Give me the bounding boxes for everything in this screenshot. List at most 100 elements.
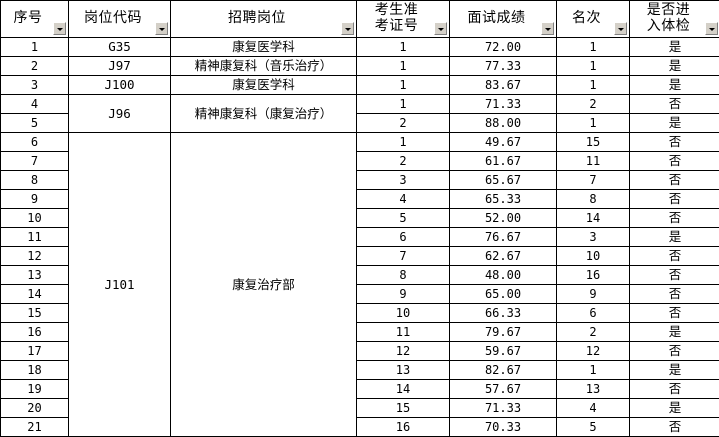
- cell-seq[interactable]: 9: [1, 190, 69, 209]
- cell-pass[interactable]: 否: [630, 418, 719, 437]
- filter-dropdown-button-post[interactable]: [341, 22, 354, 35]
- cell-seq[interactable]: 11: [1, 228, 69, 247]
- cell-post[interactable]: 精神康复科（康复治疗）: [171, 95, 357, 133]
- cell-pass[interactable]: 是: [630, 114, 719, 133]
- cell-code[interactable]: J96: [69, 95, 171, 133]
- cell-score[interactable]: 71.33: [450, 95, 557, 114]
- cell-seq[interactable]: 19: [1, 380, 69, 399]
- cell-score[interactable]: 65.67: [450, 171, 557, 190]
- cell-score[interactable]: 88.00: [450, 114, 557, 133]
- cell-exam[interactable]: 14: [357, 380, 450, 399]
- cell-seq[interactable]: 8: [1, 171, 69, 190]
- cell-seq[interactable]: 2: [1, 57, 69, 76]
- cell-exam[interactable]: 1: [357, 76, 450, 95]
- cell-seq[interactable]: 6: [1, 133, 69, 152]
- cell-pass[interactable]: 否: [630, 171, 719, 190]
- filter-dropdown-button-seq[interactable]: [53, 22, 66, 35]
- cell-exam[interactable]: 15: [357, 399, 450, 418]
- cell-post[interactable]: 精神康复科（音乐治疗）: [171, 57, 357, 76]
- cell-exam[interactable]: 2: [357, 152, 450, 171]
- cell-seq[interactable]: 18: [1, 361, 69, 380]
- cell-seq[interactable]: 20: [1, 399, 69, 418]
- cell-exam[interactable]: 4: [357, 190, 450, 209]
- cell-code[interactable]: J97: [69, 57, 171, 76]
- cell-exam[interactable]: 10: [357, 304, 450, 323]
- cell-exam[interactable]: 12: [357, 342, 450, 361]
- cell-score[interactable]: 70.33: [450, 418, 557, 437]
- cell-score[interactable]: 66.33: [450, 304, 557, 323]
- cell-code[interactable]: J100: [69, 76, 171, 95]
- cell-rank[interactable]: 2: [557, 323, 630, 342]
- cell-seq[interactable]: 10: [1, 209, 69, 228]
- cell-seq[interactable]: 13: [1, 266, 69, 285]
- cell-score[interactable]: 72.00: [450, 38, 557, 57]
- cell-post[interactable]: 康复医学科: [171, 76, 357, 95]
- cell-rank[interactable]: 5: [557, 418, 630, 437]
- cell-pass[interactable]: 否: [630, 95, 719, 114]
- cell-score[interactable]: 65.00: [450, 285, 557, 304]
- cell-seq[interactable]: 7: [1, 152, 69, 171]
- cell-rank[interactable]: 1: [557, 76, 630, 95]
- cell-score[interactable]: 83.67: [450, 76, 557, 95]
- cell-exam[interactable]: 8: [357, 266, 450, 285]
- cell-exam[interactable]: 1: [357, 38, 450, 57]
- filter-dropdown-button-exam[interactable]: [434, 22, 447, 35]
- cell-pass[interactable]: 否: [630, 209, 719, 228]
- cell-pass[interactable]: 是: [630, 76, 719, 95]
- cell-exam[interactable]: 5: [357, 209, 450, 228]
- cell-score[interactable]: 59.67: [450, 342, 557, 361]
- cell-pass[interactable]: 是: [630, 399, 719, 418]
- cell-seq[interactable]: 17: [1, 342, 69, 361]
- cell-score[interactable]: 76.67: [450, 228, 557, 247]
- filter-dropdown-button-rank[interactable]: [614, 22, 627, 35]
- cell-rank[interactable]: 15: [557, 133, 630, 152]
- cell-exam[interactable]: 1: [357, 133, 450, 152]
- cell-exam[interactable]: 11: [357, 323, 450, 342]
- cell-score[interactable]: 48.00: [450, 266, 557, 285]
- cell-score[interactable]: 79.67: [450, 323, 557, 342]
- cell-rank[interactable]: 11: [557, 152, 630, 171]
- cell-pass[interactable]: 否: [630, 266, 719, 285]
- cell-rank[interactable]: 6: [557, 304, 630, 323]
- cell-pass[interactable]: 否: [630, 304, 719, 323]
- cell-rank[interactable]: 1: [557, 114, 630, 133]
- cell-pass[interactable]: 否: [630, 152, 719, 171]
- cell-rank[interactable]: 12: [557, 342, 630, 361]
- cell-score[interactable]: 82.67: [450, 361, 557, 380]
- cell-pass[interactable]: 是: [630, 57, 719, 76]
- cell-rank[interactable]: 7: [557, 171, 630, 190]
- cell-exam[interactable]: 6: [357, 228, 450, 247]
- cell-pass[interactable]: 否: [630, 133, 719, 152]
- cell-score[interactable]: 62.67: [450, 247, 557, 266]
- cell-pass[interactable]: 否: [630, 247, 719, 266]
- cell-pass[interactable]: 否: [630, 190, 719, 209]
- cell-exam[interactable]: 13: [357, 361, 450, 380]
- cell-seq[interactable]: 4: [1, 95, 69, 114]
- cell-rank[interactable]: 1: [557, 361, 630, 380]
- cell-score[interactable]: 49.67: [450, 133, 557, 152]
- cell-rank[interactable]: 2: [557, 95, 630, 114]
- filter-dropdown-button-score[interactable]: [541, 22, 554, 35]
- cell-code[interactable]: G35: [69, 38, 171, 57]
- cell-seq[interactable]: 3: [1, 76, 69, 95]
- cell-pass[interactable]: 是: [630, 38, 719, 57]
- cell-rank[interactable]: 9: [557, 285, 630, 304]
- cell-seq[interactable]: 5: [1, 114, 69, 133]
- cell-exam[interactable]: 1: [357, 57, 450, 76]
- cell-rank[interactable]: 16: [557, 266, 630, 285]
- cell-seq[interactable]: 12: [1, 247, 69, 266]
- filter-dropdown-button-pass[interactable]: [705, 22, 718, 35]
- cell-score[interactable]: 65.33: [450, 190, 557, 209]
- cell-pass[interactable]: 是: [630, 228, 719, 247]
- cell-score[interactable]: 57.67: [450, 380, 557, 399]
- cell-rank[interactable]: 10: [557, 247, 630, 266]
- cell-post[interactable]: 康复治疗部: [171, 133, 357, 437]
- cell-seq[interactable]: 14: [1, 285, 69, 304]
- cell-pass[interactable]: 是: [630, 323, 719, 342]
- cell-post[interactable]: 康复医学科: [171, 38, 357, 57]
- filter-dropdown-button-code[interactable]: [155, 22, 168, 35]
- cell-rank[interactable]: 1: [557, 57, 630, 76]
- cell-rank[interactable]: 14: [557, 209, 630, 228]
- cell-exam[interactable]: 2: [357, 114, 450, 133]
- cell-exam[interactable]: 16: [357, 418, 450, 437]
